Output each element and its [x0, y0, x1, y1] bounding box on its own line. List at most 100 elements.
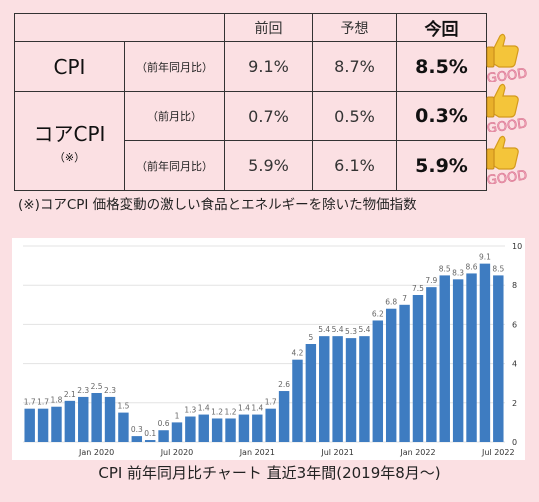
bar	[466, 273, 477, 442]
bar-value-label: 2.3	[77, 386, 89, 395]
bar-value-label: 1.3	[184, 406, 196, 415]
value-current: 0.3%	[396, 91, 487, 141]
bar	[64, 400, 76, 442]
bar	[265, 408, 276, 442]
bar	[399, 304, 410, 442]
bar	[37, 408, 49, 442]
bar	[292, 359, 303, 442]
bar	[185, 416, 196, 442]
good-label: GOOD	[486, 168, 528, 184]
footnote: (※)コアCPI 価格変動の激しい食品とエネルギーを除いた物価指数	[18, 197, 417, 213]
bar	[345, 338, 357, 442]
value-prev: 5.9%	[224, 140, 313, 191]
bar	[359, 336, 370, 442]
bar-value-label: 2.6	[278, 380, 290, 389]
bar	[332, 336, 343, 442]
bar	[225, 418, 236, 442]
row-category-cpi: CPI	[14, 41, 125, 92]
bar	[479, 263, 491, 442]
bar	[158, 430, 169, 442]
thumbs-up-icon	[486, 33, 519, 68]
bar-value-label: 7	[402, 294, 407, 303]
y-tick-label: 4	[512, 360, 517, 369]
table-row: （前年同月比） 5.9% 6.1% 5.9%	[15, 140, 487, 191]
bar	[252, 414, 263, 442]
bar	[372, 320, 384, 442]
bar-value-label: 5.4	[332, 325, 344, 334]
good-label: GOOD	[486, 116, 528, 132]
bar	[91, 393, 102, 442]
bar	[198, 414, 209, 442]
x-tick-label: Jan 2021	[239, 448, 275, 457]
bar-value-label: 1.4	[251, 404, 263, 413]
bar-value-label: 1.7	[37, 398, 49, 407]
chart-title: CPI 前年同月比チャート 直近3年間(2019年8月～)	[98, 464, 441, 482]
bar	[278, 391, 290, 442]
value-current: 5.9%	[396, 140, 487, 191]
bar-value-label: 4.2	[292, 349, 304, 358]
bar-value-label: 8.5	[492, 264, 504, 273]
value-prev: 0.7%	[224, 91, 313, 141]
bar	[171, 422, 183, 442]
good-badge: GOOD	[486, 33, 528, 82]
bar	[319, 336, 330, 442]
x-tick-label: Jul 2020	[160, 448, 194, 457]
bar-value-label: 2.1	[64, 390, 76, 399]
good-badge: GOOD	[486, 135, 528, 184]
bar	[238, 414, 250, 442]
y-tick-label: 6	[512, 320, 517, 329]
category-note: （※）	[53, 150, 86, 164]
bar	[51, 406, 62, 442]
x-tick-label: Jan 2022	[399, 448, 435, 457]
bar	[211, 418, 223, 442]
bar-value-label: 5	[308, 333, 313, 342]
bar	[118, 412, 129, 442]
value-prev: 9.1%	[224, 41, 313, 92]
row-sub-label: （前月比）	[124, 91, 225, 141]
row-sub-label: （前年同月比）	[124, 140, 225, 191]
bar-value-label: 6.8	[385, 298, 397, 307]
bar-value-label: 7.9	[425, 276, 437, 285]
bar	[131, 436, 143, 442]
bar-value-label: 0.6	[158, 419, 170, 428]
y-tick-label: 0	[512, 438, 517, 447]
table-row: コアCPI （※） （前月比） 0.7% 0.5% 0.3%	[14, 91, 487, 191]
bar-value-label: 8.6	[466, 262, 478, 271]
bar-value-label: 2.5	[91, 382, 103, 391]
row-sub-label: （前年同月比）	[124, 41, 225, 92]
bar	[412, 295, 424, 442]
y-tick-label: 8	[512, 281, 517, 290]
bar-value-label: 1.4	[238, 404, 250, 413]
bar-value-label: 5.4	[318, 325, 330, 334]
bar-value-label: 1.8	[51, 396, 63, 405]
bar-value-label: 1.2	[211, 407, 223, 416]
bar-value-label: 8.5	[439, 264, 451, 273]
bar-value-label: 0.1	[144, 429, 156, 438]
value-forecast: 6.1%	[312, 140, 397, 191]
bar	[385, 308, 397, 442]
bar-value-label: 6.2	[372, 309, 384, 318]
bar-value-label: 5.3	[345, 327, 357, 336]
x-tick-label: Jan 2020	[78, 448, 114, 457]
bar-value-label: 5.4	[358, 325, 370, 334]
header-forecast: 予想	[312, 13, 397, 42]
x-tick-label: Jul 2022	[481, 448, 515, 457]
bar-value-label: 1.2	[225, 407, 237, 416]
bar-value-label: 1.7	[24, 398, 36, 407]
bar	[493, 275, 504, 442]
value-forecast: 0.5%	[312, 91, 397, 141]
x-tick-label: Jul 2021	[320, 448, 354, 457]
good-label: GOOD	[486, 66, 528, 82]
table-row: CPI （前年同月比） 9.1% 8.7% 8.5%	[14, 41, 487, 92]
bar-value-label: 1.7	[265, 398, 277, 407]
bar	[78, 396, 89, 442]
good-badge: GOOD	[486, 83, 528, 132]
table-header-row: 前回 予想 今回	[14, 13, 487, 42]
cpi-table: 前回 予想 今回 CPI （前年同月比） 9.1% 8.7% 8.5% コアCP…	[14, 13, 487, 191]
bar-value-label: 0.3	[131, 425, 143, 434]
bar-value-label: 2.3	[104, 386, 116, 395]
bar	[452, 279, 464, 442]
header-prev: 前回	[224, 13, 313, 42]
bar	[104, 396, 116, 442]
